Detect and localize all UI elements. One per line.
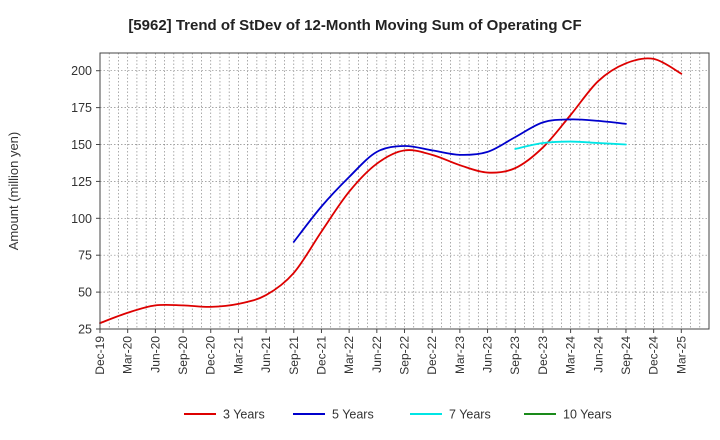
y-tick-label: 200 — [71, 64, 92, 78]
y-tick-label: 75 — [78, 249, 92, 263]
y-tick-label: 50 — [78, 286, 92, 300]
grid — [100, 53, 709, 329]
legend-label: 3 Years — [223, 408, 265, 422]
legend-label: 7 Years — [449, 408, 491, 422]
series-line-3-years — [99, 57, 683, 324]
x-tick-label: Mar-23 — [453, 336, 467, 374]
x-tick-label: Sep-21 — [287, 336, 301, 375]
y-tick-label: 150 — [71, 138, 92, 152]
x-tick-label: Dec-23 — [536, 336, 550, 375]
series-layer — [99, 57, 683, 324]
x-tick-label: Dec-22 — [425, 336, 439, 375]
x-tick-label: Sep-23 — [508, 336, 522, 375]
x-tick-label: Jun-22 — [370, 336, 384, 373]
chart-title: [5962] Trend of StDev of 12-Month Moving… — [128, 17, 581, 34]
y-axis-label: Amount (million yen) — [6, 132, 21, 251]
x-tick-label: Jun-23 — [481, 336, 495, 373]
y-ticks: 25 50 75 100 125 150 175 200 — [71, 64, 100, 337]
x-tick-label: Sep-22 — [398, 336, 412, 375]
x-tick-label: Mar-20 — [121, 336, 135, 374]
x-ticks: Dec-19 Mar-20 Jun-20 Sep-20 Dec-20 Mar-21 Jun-… — [93, 329, 688, 375]
y-tick-label: 100 — [71, 212, 92, 226]
x-tick-label: Dec-21 — [314, 336, 328, 375]
x-tick-label: Jun-20 — [148, 336, 162, 373]
x-tick-label: Mar-22 — [342, 336, 356, 374]
x-tick-label: Jun-21 — [259, 336, 273, 373]
x-tick-label: Mar-24 — [564, 336, 578, 374]
x-tick-label: Dec-19 — [93, 336, 107, 375]
legend-label: 10 Years — [563, 408, 612, 422]
x-tick-label: Sep-20 — [176, 336, 190, 375]
x-tick-label: Dec-24 — [647, 336, 661, 375]
y-tick-label: 25 — [78, 323, 92, 337]
series-line-7-years — [514, 140, 627, 150]
x-tick-label: Dec-20 — [204, 336, 218, 375]
y-tick-label: 125 — [71, 175, 92, 189]
legend-label: 5 Years — [332, 408, 374, 422]
x-tick-label: Mar-25 — [674, 336, 688, 374]
legend: 3 Years 5 Years 7 Years 10 Years — [184, 408, 612, 422]
x-tick-label: Sep-24 — [619, 336, 633, 375]
x-tick-label: Mar-21 — [231, 336, 245, 374]
x-tick-label: Jun-24 — [591, 336, 605, 373]
y-tick-label: 175 — [71, 101, 92, 115]
series-line-5-years — [292, 118, 627, 243]
